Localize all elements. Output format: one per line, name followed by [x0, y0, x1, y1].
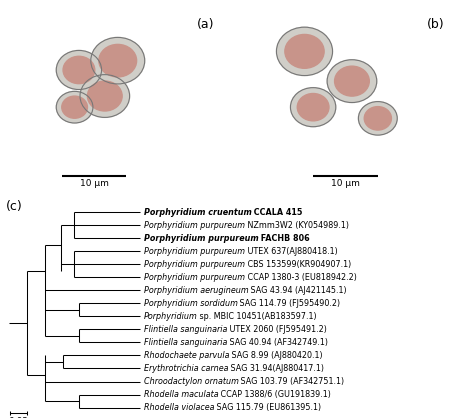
Circle shape	[62, 96, 87, 118]
Text: SAG 114.79 (FJ595490.2): SAG 114.79 (FJ595490.2)	[237, 299, 340, 308]
Text: Porphyridium purpureum: Porphyridium purpureum	[144, 260, 245, 269]
Circle shape	[276, 27, 333, 76]
Circle shape	[364, 107, 392, 130]
Text: SAG 115.79 (EU861395.1): SAG 115.79 (EU861395.1)	[214, 403, 321, 412]
Text: 0.02: 0.02	[9, 417, 28, 418]
Circle shape	[87, 81, 122, 111]
Circle shape	[327, 60, 377, 102]
Text: FACHB 806: FACHB 806	[258, 234, 310, 243]
Text: SAG 43.94 (AJ421145.1): SAG 43.94 (AJ421145.1)	[248, 286, 347, 295]
Text: 10 μm: 10 μm	[80, 179, 109, 188]
Circle shape	[56, 92, 93, 123]
Text: CBS 153599(KR904907.1): CBS 153599(KR904907.1)	[245, 260, 351, 269]
Text: Rhodella violacea: Rhodella violacea	[144, 403, 214, 412]
Text: (c): (c)	[5, 200, 22, 213]
Text: UTEX 2060 (FJ595491.2): UTEX 2060 (FJ595491.2)	[227, 325, 327, 334]
Text: Porphyridium: Porphyridium	[144, 312, 197, 321]
Circle shape	[63, 56, 95, 84]
Text: Porphyridium purpureum: Porphyridium purpureum	[144, 221, 245, 229]
Text: UTEX 637(AJ880418.1): UTEX 637(AJ880418.1)	[245, 247, 337, 256]
Text: SAG 103.79 (AF342751.1): SAG 103.79 (AF342751.1)	[238, 377, 345, 386]
Text: Porphyridium purpureum: Porphyridium purpureum	[144, 273, 245, 282]
Text: SAG 40.94 (AF342749.1): SAG 40.94 (AF342749.1)	[227, 338, 328, 347]
Text: SAG 8.99 (AJ880420.1): SAG 8.99 (AJ880420.1)	[229, 351, 323, 360]
Text: (a): (a)	[197, 18, 215, 31]
Text: Chroodactylon ornatum: Chroodactylon ornatum	[144, 377, 238, 386]
Text: Porphyridium sordidum: Porphyridium sordidum	[144, 299, 237, 308]
Text: Porphyridium cruentum: Porphyridium cruentum	[144, 208, 251, 217]
Circle shape	[297, 94, 329, 121]
Text: Erythrotrichia carnea: Erythrotrichia carnea	[144, 364, 228, 373]
Text: Rhodochaete parvula: Rhodochaete parvula	[144, 351, 229, 360]
Circle shape	[358, 102, 397, 135]
Text: sp. MBIC 10451(AB183597.1): sp. MBIC 10451(AB183597.1)	[197, 312, 317, 321]
Text: CCAP 1388/6 (GU191839.1): CCAP 1388/6 (GU191839.1)	[218, 390, 331, 399]
Circle shape	[291, 88, 336, 127]
Text: SAG 31.94(AJ880417.1): SAG 31.94(AJ880417.1)	[228, 364, 324, 373]
Text: (b): (b)	[427, 18, 445, 31]
Text: Flintiella sanguinaria: Flintiella sanguinaria	[144, 338, 227, 347]
Circle shape	[335, 66, 369, 96]
Text: Porphyridium aerugineum: Porphyridium aerugineum	[144, 286, 248, 295]
Circle shape	[91, 38, 145, 84]
Circle shape	[80, 75, 129, 117]
Text: Rhodella maculata: Rhodella maculata	[144, 390, 218, 399]
Text: Porphyridium purpureum: Porphyridium purpureum	[144, 247, 245, 256]
Text: Porphyridium purpureum: Porphyridium purpureum	[144, 234, 258, 243]
Text: Flintiella sanguinaria: Flintiella sanguinaria	[144, 325, 227, 334]
Circle shape	[99, 44, 137, 77]
Text: CCALA 415: CCALA 415	[251, 208, 303, 217]
Text: NZmm3W2 (KY054989.1): NZmm3W2 (KY054989.1)	[245, 221, 348, 229]
Circle shape	[56, 51, 101, 89]
Circle shape	[285, 34, 324, 68]
Text: 10 μm: 10 μm	[331, 179, 360, 188]
Text: CCAP 1380-3 (EU818942.2): CCAP 1380-3 (EU818942.2)	[245, 273, 356, 282]
